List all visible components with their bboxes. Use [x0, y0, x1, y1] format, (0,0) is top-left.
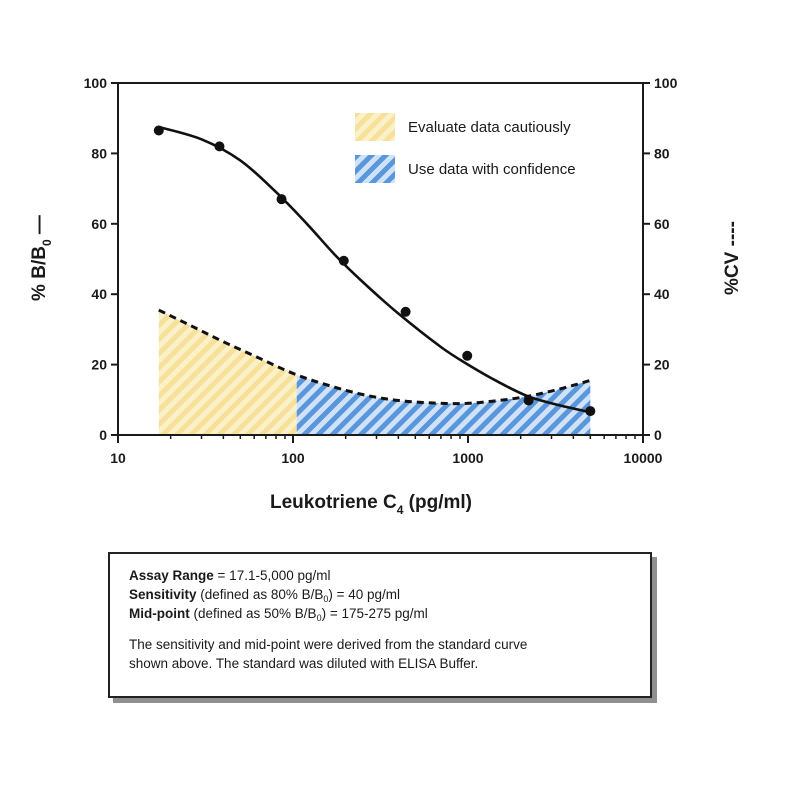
data-lines: [158, 125, 591, 414]
data-point-4: [400, 306, 411, 317]
legend-label-1: Use data with confidence: [408, 161, 576, 178]
binding-curve-line: [158, 125, 591, 414]
region-1: [296, 374, 591, 435]
note-line-2: shown above. The standard was diluted wi…: [129, 656, 479, 671]
midpoint-value: ) = 175-275 pg/ml: [321, 606, 428, 621]
sensitivity-label: Sensitivity: [129, 587, 197, 602]
shaded-regions: [158, 310, 591, 435]
y2-tick-label-3: 60: [654, 216, 670, 232]
y-axis-left-title: % B/B0 —: [29, 215, 54, 301]
data-point-6: [523, 395, 534, 406]
sensitivity-value: ) = 40 pg/ml: [328, 587, 401, 602]
y2-tick-label-1: 20: [654, 357, 670, 373]
x-tick-label-0: 10: [110, 450, 126, 466]
legend-swatch-0: [355, 113, 395, 141]
y-tick-label-4: 80: [91, 145, 107, 161]
y2-tick-label-2: 40: [654, 286, 670, 302]
y-axis-right-title: %CV ----: [722, 221, 743, 295]
assay-range-value: = 17.1-5,000 pg/ml: [213, 568, 331, 583]
y-tick-label-2: 40: [91, 286, 107, 302]
data-points: [153, 125, 596, 417]
x-tick-label-2: 1000: [452, 450, 483, 466]
y-tick-label-5: 100: [84, 75, 108, 91]
assay-range-label: Assay Range: [129, 568, 214, 583]
legend-swatch-1: [355, 155, 395, 183]
midpoint-sub: 0: [316, 613, 322, 623]
y2-tick-label-0: 0: [654, 427, 662, 443]
assay-info-box: Assay Range = 17.1-5,000 pg/ml Sensitivi…: [108, 552, 652, 698]
note-line-1: The sensitivity and mid-point were deriv…: [129, 637, 528, 652]
y2-tick-label-5: 100: [654, 75, 678, 91]
y-tick-label-1: 20: [91, 357, 107, 373]
plot-frame: [117, 82, 644, 436]
data-point-1: [214, 141, 225, 152]
midpoint-line: Mid-point (defined as 50% B/B0) = 175-27…: [129, 604, 632, 623]
midpoint-def: (defined as 50% B/B: [189, 606, 317, 621]
y2-tick-label-4: 80: [654, 145, 670, 161]
data-point-3: [338, 255, 349, 266]
legend-label-0: Evaluate data cautiously: [408, 119, 571, 136]
x-axis-title: Leukotriene C4 (pg/ml): [270, 492, 472, 517]
region-0: [158, 310, 297, 435]
data-point-0: [153, 125, 164, 136]
x-tick-label-3: 10000: [624, 450, 663, 466]
sensitivity-line: Sensitivity (defined as 80% B/B0) = 40 p…: [129, 585, 632, 604]
data-point-5: [462, 350, 473, 361]
midpoint-label: Mid-point: [129, 606, 190, 621]
data-point-2: [276, 194, 287, 205]
assay-range-line: Assay Range = 17.1-5,000 pg/ml: [129, 566, 632, 585]
sensitivity-def: (defined as 80% B/B: [196, 587, 324, 602]
data-point-7: [585, 406, 596, 417]
x-tick-label-1: 100: [281, 450, 305, 466]
y-tick-label-3: 60: [91, 216, 107, 232]
legend: Evaluate data cautiously Use data with co…: [355, 113, 576, 183]
cv-dashed-line: [158, 308, 591, 406]
sensitivity-sub: 0: [323, 594, 329, 604]
y-tick-label-0: 0: [99, 427, 107, 443]
